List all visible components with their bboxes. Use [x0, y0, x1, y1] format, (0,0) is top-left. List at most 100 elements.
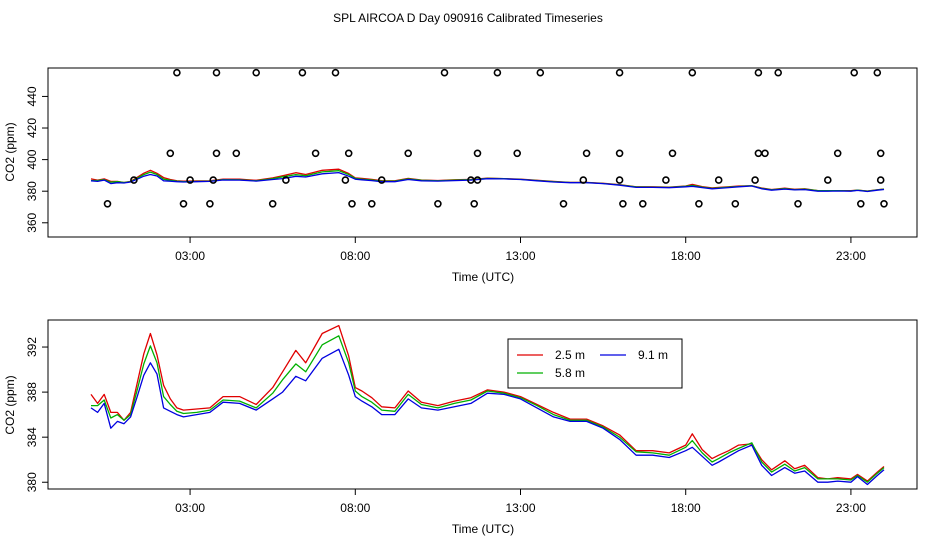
calibration-point	[579, 176, 588, 184]
top-calibration-points	[103, 68, 888, 208]
calibration-point	[434, 200, 442, 208]
calibration-point	[341, 176, 350, 184]
top-x-tick-label: 23:00	[836, 249, 866, 263]
bottom-y-tick-label: 388	[25, 382, 39, 402]
bottom-y-axis-label: CO2 (ppm)	[3, 375, 17, 434]
top-series-line-2	[90, 171, 885, 193]
top-y-tick-label: 360	[25, 212, 39, 232]
calibration-point	[268, 200, 277, 208]
calibration-point	[298, 68, 307, 77]
calibration-point	[252, 68, 261, 77]
calibration-point	[331, 68, 340, 77]
bottom-y-tick-label: 384	[25, 427, 39, 447]
calibration-point	[493, 68, 502, 77]
calibration-point	[103, 200, 112, 208]
calibration-point	[876, 149, 885, 158]
bottom-series	[90, 324, 885, 486]
calibration-point	[856, 200, 865, 208]
bottom-y-tick-label: 392	[25, 337, 39, 357]
calibration-point	[470, 200, 479, 208]
calibration-point	[761, 149, 769, 158]
calibration-point	[404, 149, 413, 158]
calibration-point	[695, 200, 703, 208]
legend: 2.5 m 5.8 m 9.1 m	[507, 338, 683, 389]
top-x-axis: 03:00 08:00 13:00 18:00 23:00	[175, 236, 866, 263]
calibration-point	[714, 176, 723, 184]
top-x-tick-label: 13:00	[505, 249, 535, 263]
top-y-tick-label: 400	[25, 149, 39, 169]
calibration-point	[876, 176, 885, 184]
bottom-x-tick-label: 13:00	[505, 501, 535, 515]
calibration-point	[638, 200, 647, 208]
calibration-point	[173, 68, 181, 77]
bottom-series-line-2	[90, 348, 885, 486]
calibration-point	[873, 68, 882, 77]
calibration-point	[619, 200, 627, 208]
bottom-x-axis-label: Time (UTC)	[452, 522, 514, 536]
top-x-tick-label: 18:00	[671, 249, 701, 263]
bottom-y-axis: 380 384 388 392	[25, 337, 49, 492]
calibration-point	[731, 200, 740, 208]
calibration-point	[582, 149, 591, 158]
calibration-point	[662, 176, 670, 184]
calibration-point	[212, 149, 221, 158]
calibration-point	[311, 149, 320, 158]
calibration-point	[751, 176, 759, 184]
bottom-plot-frame	[47, 319, 918, 490]
calibration-point	[754, 68, 763, 77]
calibration-point	[206, 200, 214, 208]
calibration-point	[440, 68, 449, 77]
calibration-point	[794, 200, 802, 208]
calibration-point	[536, 68, 545, 77]
calibration-point	[833, 149, 842, 158]
top-x-tick-label: 08:00	[340, 249, 370, 263]
bottom-x-tick-label: 08:00	[340, 501, 370, 515]
calibration-point	[513, 149, 522, 158]
calibration-point	[850, 68, 859, 77]
calibration-point	[615, 149, 624, 158]
bottom-series-line-0	[90, 324, 885, 482]
bottom-x-tick-label: 18:00	[671, 501, 701, 515]
calibration-point	[688, 68, 697, 77]
calibration-point	[377, 176, 386, 184]
calibration-point	[774, 68, 783, 77]
legend-label-5-8m: 5.8 m	[555, 366, 585, 380]
calibration-point	[473, 149, 482, 158]
calibration-point	[473, 176, 482, 184]
calibration-point	[179, 200, 188, 208]
top-x-axis-label: Time (UTC)	[452, 270, 514, 284]
calibration-point	[615, 176, 624, 184]
calibration-point	[615, 68, 624, 77]
top-y-axis-label: CO2 (ppm)	[3, 122, 17, 181]
calibration-point	[344, 149, 353, 158]
bottom-x-axis: 03:00 08:00 13:00 18:00 23:00	[175, 488, 866, 515]
calibration-point	[282, 176, 290, 184]
calibration-point	[823, 176, 832, 184]
calibration-point	[668, 149, 677, 158]
bottom-series-line-1	[91, 335, 885, 483]
top-y-axis: 360 380 400 420 440	[25, 86, 49, 233]
calibration-point	[209, 176, 217, 184]
calibration-point	[880, 200, 888, 208]
legend-box	[507, 338, 683, 389]
calibration-point	[367, 200, 376, 208]
top-y-tick-label: 440	[25, 86, 39, 106]
legend-label-2-5m: 2.5 m	[555, 348, 585, 362]
calibration-point	[559, 200, 568, 208]
bottom-y-tick-label: 380	[25, 472, 39, 492]
top-panel: 03:00 08:00 13:00 18:00 23:00 360 380 400 420 44…	[3, 67, 918, 284]
top-plot-frame	[47, 67, 918, 238]
bottom-x-tick-label: 03:00	[175, 501, 205, 515]
chart-title: SPL AIRCOA D Day 090916 Calibrated Times…	[333, 11, 603, 25]
calibration-point	[232, 149, 241, 158]
bottom-x-tick-label: 23:00	[836, 501, 866, 515]
top-x-tick-label: 03:00	[175, 249, 205, 263]
calibration-point	[130, 176, 138, 184]
calibration-point	[166, 149, 175, 158]
calibration-point	[348, 200, 356, 208]
calibration-point	[186, 176, 194, 184]
top-y-tick-label: 380	[25, 181, 39, 201]
calibration-point	[754, 149, 763, 158]
legend-label-9-1m: 9.1 m	[638, 348, 668, 362]
